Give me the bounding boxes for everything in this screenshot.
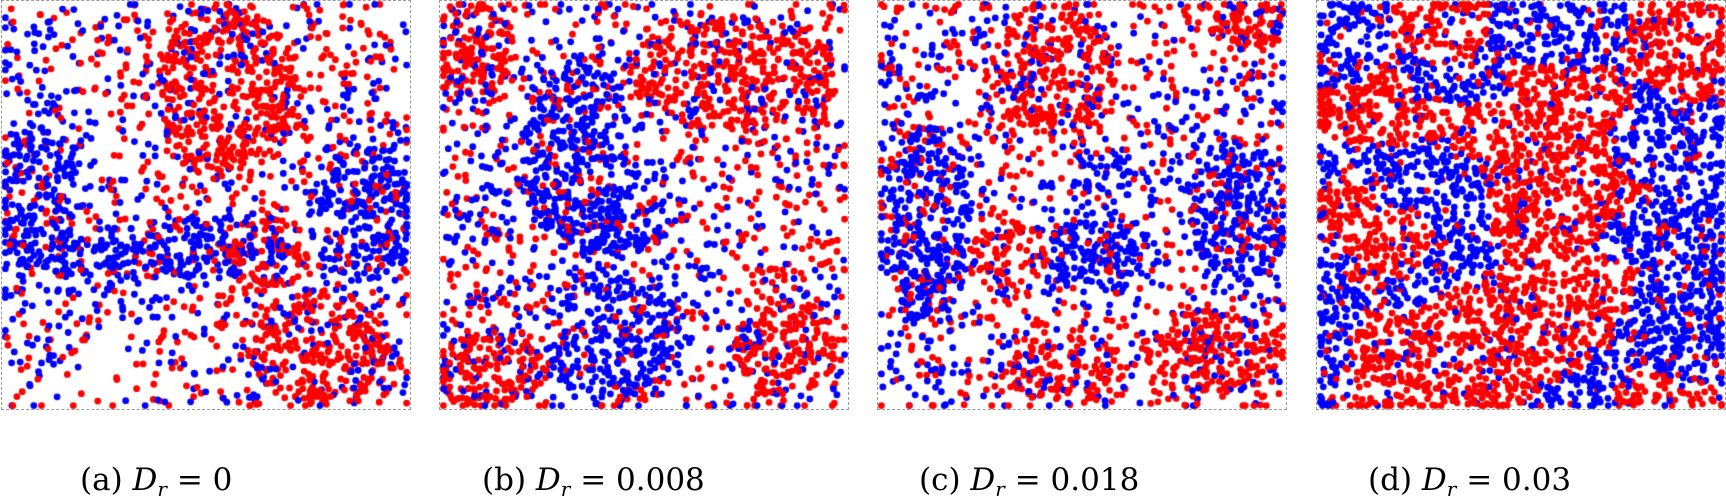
caption-subscript: r	[560, 477, 571, 501]
caption-letter: (c)	[919, 462, 961, 498]
panel-caption-b: (b) Dr = 0.008	[482, 462, 705, 501]
panel-caption-a: (a) Dr = 0	[80, 462, 232, 501]
simulation-panel-d	[1316, 0, 1726, 410]
caption-symbol: D	[535, 462, 561, 498]
caption-equals: =	[1466, 462, 1493, 498]
caption-value: 0	[212, 462, 233, 498]
caption-value: 0.03	[1502, 462, 1572, 498]
panel-caption-c: (c) Dr = 0.018	[919, 462, 1139, 501]
caption-letter: (d)	[1368, 462, 1413, 498]
particle-scatter	[1316, 0, 1726, 410]
caption-equals: =	[1014, 462, 1041, 498]
simulation-panel-a	[1, 0, 411, 410]
caption-value: 0.018	[1050, 462, 1140, 498]
particle-scatter	[439, 0, 849, 410]
simulation-panel-c	[877, 0, 1287, 410]
caption-subscript: r	[995, 477, 1005, 501]
simulation-panel-b	[439, 0, 849, 410]
caption-symbol: D	[1421, 462, 1447, 498]
caption-symbol: D	[970, 462, 996, 498]
caption-symbol: D	[132, 462, 158, 498]
particle-scatter	[1, 0, 411, 410]
panel-caption-d: (d) Dr = 0.03	[1368, 462, 1571, 501]
caption-subscript: r	[1446, 477, 1457, 501]
caption-equals: =	[580, 462, 607, 498]
particle-scatter	[877, 0, 1287, 410]
caption-equals: =	[176, 462, 203, 498]
caption-subscript: r	[157, 477, 167, 501]
caption-letter: (a)	[80, 462, 123, 498]
caption-value: 0.008	[616, 462, 705, 498]
caption-letter: (b)	[482, 462, 527, 498]
